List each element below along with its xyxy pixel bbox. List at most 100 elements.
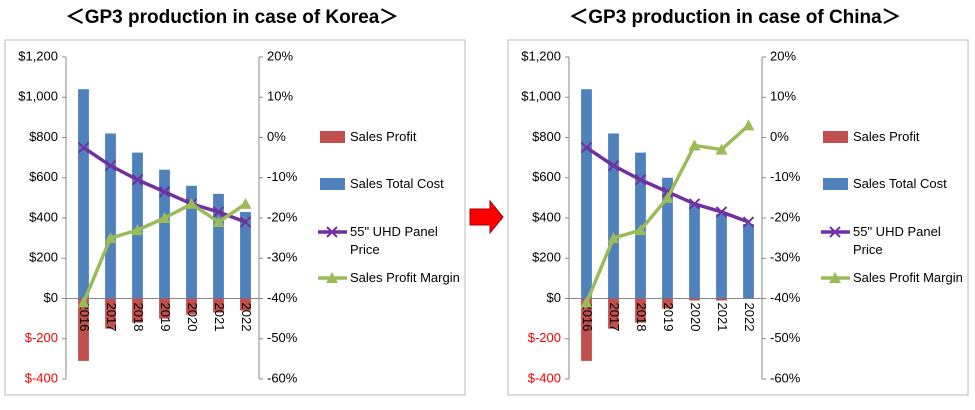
x-tick-label: 2019 — [158, 303, 173, 332]
y2-tick-label: -30% — [770, 250, 801, 265]
marker — [104, 232, 117, 244]
bar — [186, 298, 197, 315]
bar — [78, 89, 89, 299]
y2-tick-label: -40% — [770, 290, 801, 305]
marker — [77, 141, 90, 154]
marker — [239, 197, 252, 209]
marker — [634, 174, 647, 186]
legend-label: 55" UHD Panel Price — [853, 224, 941, 257]
marker — [185, 197, 198, 209]
x-tick-label: 2016 — [77, 303, 92, 332]
bar — [132, 298, 143, 323]
y2-tick-label: -10% — [267, 169, 298, 184]
y-tick-label: $800 — [532, 129, 561, 144]
legend-marker — [829, 272, 841, 283]
y2-tick-label: -60% — [770, 370, 801, 385]
marker — [742, 119, 755, 131]
bar — [635, 298, 646, 323]
marker — [742, 216, 755, 228]
bar — [213, 193, 224, 299]
bar — [105, 133, 116, 299]
y2-tick-label: -20% — [267, 209, 298, 224]
bar — [186, 185, 197, 299]
y2-tick-label: -40% — [267, 290, 298, 305]
legend-swatch — [823, 178, 848, 190]
y-tick-label: $200 — [29, 250, 58, 265]
bar — [662, 177, 673, 299]
marker — [688, 198, 701, 210]
y2-tick-label: 20% — [770, 48, 796, 63]
y2-tick-label: -20% — [770, 209, 801, 224]
bar — [716, 298, 727, 301]
marker — [607, 159, 620, 172]
legend-marker — [326, 226, 338, 238]
chart-title: ＜GP3 production in case of Korea＞ — [66, 7, 399, 28]
bar — [105, 298, 116, 329]
y2-tick-label: -60% — [267, 370, 298, 385]
legend-item: Sales Profit — [350, 129, 417, 144]
chart: ＜GP3 production in case of China＞ $1,200 $… — [507, 7, 969, 396]
marker — [580, 296, 593, 308]
bar — [240, 298, 251, 311]
bar — [159, 298, 170, 319]
legend-label: 55" UHD Panel Price — [350, 224, 438, 257]
bar — [78, 298, 89, 361]
y-tick-label: $1,200 — [18, 48, 58, 63]
y2-tick-label: 10% — [770, 89, 796, 104]
marker — [212, 206, 225, 218]
x-tick-label: 2021 — [212, 303, 227, 332]
bar — [743, 224, 754, 299]
bar — [689, 298, 700, 301]
y2-tick-label: -30% — [267, 250, 298, 265]
chart-frame — [507, 39, 969, 396]
x-tick-label: 2022 — [239, 303, 254, 332]
y2-tick-label: -10% — [770, 169, 801, 184]
marker — [634, 224, 647, 236]
marker — [688, 139, 701, 151]
marker — [239, 216, 252, 228]
marker — [212, 216, 225, 228]
marker — [661, 191, 674, 203]
legend-item: Sales Profit Margin — [350, 270, 460, 285]
y-tick-label: $600 — [532, 169, 561, 184]
marker — [77, 296, 90, 308]
y-tick-label: $1,000 — [18, 89, 58, 104]
marker — [158, 212, 171, 223]
y-tick-label: $-400 — [25, 370, 58, 385]
marker — [131, 224, 144, 236]
bar — [689, 203, 700, 299]
legend-label: Sales Profit — [853, 129, 920, 144]
y2-tick-label: 10% — [267, 89, 293, 104]
y2-tick-label: 0% — [770, 129, 789, 144]
marker — [158, 186, 171, 198]
legend-label: Sales Profit Margin — [350, 270, 460, 285]
legend-item: 55" UHD Panel Price — [350, 224, 438, 257]
bar — [608, 298, 619, 329]
x-tick-label: 2016 — [580, 303, 595, 332]
y-tick-label: $1,200 — [521, 48, 561, 63]
bar — [581, 89, 592, 299]
y2-tick-label: 0% — [267, 129, 286, 144]
x-tick-label: 2018 — [131, 303, 146, 332]
legend-item: Sales Profit Margin — [853, 270, 963, 285]
y-tick-label: $800 — [29, 129, 58, 144]
y-tick-label: $400 — [532, 209, 561, 224]
legend-swatch — [320, 178, 345, 190]
y-tick-label: $-400 — [528, 370, 561, 385]
y-tick-label: $0 — [547, 290, 561, 305]
legend-label: Sales Profit — [350, 129, 417, 144]
arrow — [469, 199, 504, 235]
y2-tick-label: 20% — [267, 48, 293, 63]
legend-marker — [326, 272, 338, 283]
legend-label: Sales Total Cost — [350, 176, 444, 191]
x-tick-label: 2020 — [185, 303, 200, 332]
y-tick-label: $-200 — [528, 330, 561, 345]
x-tick-label: 2017 — [607, 303, 622, 332]
chart-frame — [4, 39, 466, 396]
y2-tick-label: -50% — [267, 330, 298, 345]
marker — [715, 206, 728, 218]
bar — [662, 298, 673, 309]
x-tick-label: 2021 — [715, 303, 730, 332]
y-tick-label: $400 — [29, 209, 58, 224]
